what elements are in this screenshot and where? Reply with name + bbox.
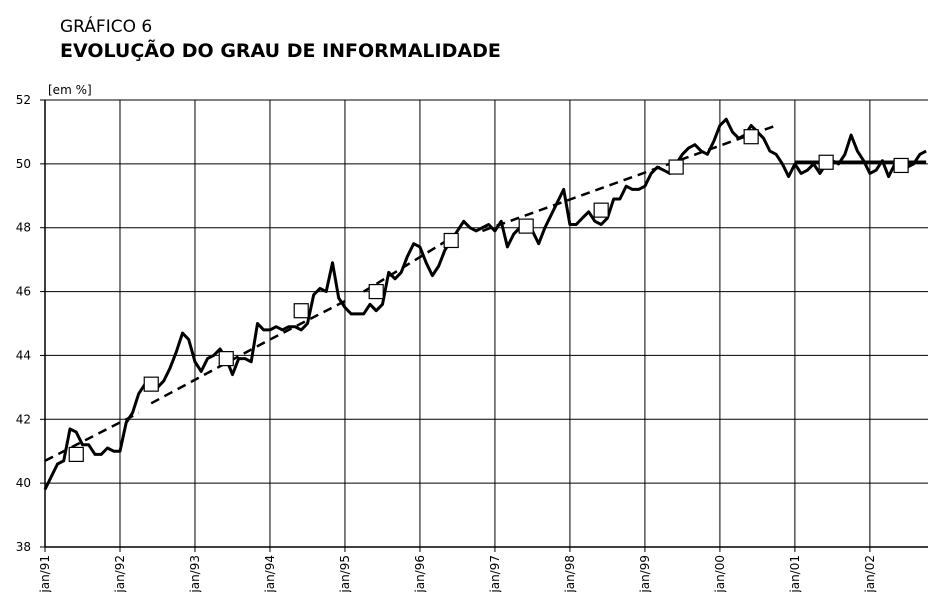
y-tick-label: 42	[16, 412, 31, 426]
marker	[143, 376, 159, 392]
marker	[743, 129, 759, 145]
x-tick-label: jan/94	[263, 555, 277, 592]
x-tick-label: jan/96	[413, 555, 427, 592]
x-tick-label: jan/95	[338, 555, 352, 592]
series-line	[43, 117, 927, 491]
chart-kicker: GRÁFICO 6	[60, 15, 152, 37]
marker	[218, 351, 234, 367]
x-tick-label: jan/97	[488, 555, 502, 592]
y-tick-label: 48	[16, 221, 31, 235]
marker	[368, 283, 384, 300]
marker	[293, 303, 309, 319]
x-tick-label: jan/99	[638, 555, 652, 592]
marker	[68, 446, 84, 463]
marker	[893, 157, 909, 174]
y-tick-label: 40	[16, 476, 31, 490]
x-tick-label: jan/91	[38, 555, 52, 592]
y-tick-label: 46	[16, 285, 31, 299]
x-tick-label: jan/01	[788, 555, 802, 592]
y-tick-label: 44	[16, 348, 31, 362]
series-line	[44, 124, 777, 462]
marker	[668, 159, 684, 175]
chart-title: EVOLUÇÃO DO GRAU DE INFORMALIDADE	[60, 38, 501, 62]
x-tick-label: jan/98	[563, 555, 577, 592]
y-tick-label: 50	[16, 157, 31, 171]
y-tick-label: 38	[16, 540, 31, 554]
y-axis-label: [em %]	[48, 83, 92, 97]
marker	[443, 232, 459, 249]
y-tick-label: 52	[16, 93, 31, 107]
x-tick-label: jan/93	[188, 555, 202, 592]
marker	[593, 202, 609, 218]
x-tick-label: jan/02	[863, 555, 877, 592]
x-tick-label: jan/00	[713, 555, 727, 592]
x-tick-label: jan/92	[113, 555, 127, 592]
marker	[518, 218, 534, 234]
marker	[818, 154, 834, 170]
